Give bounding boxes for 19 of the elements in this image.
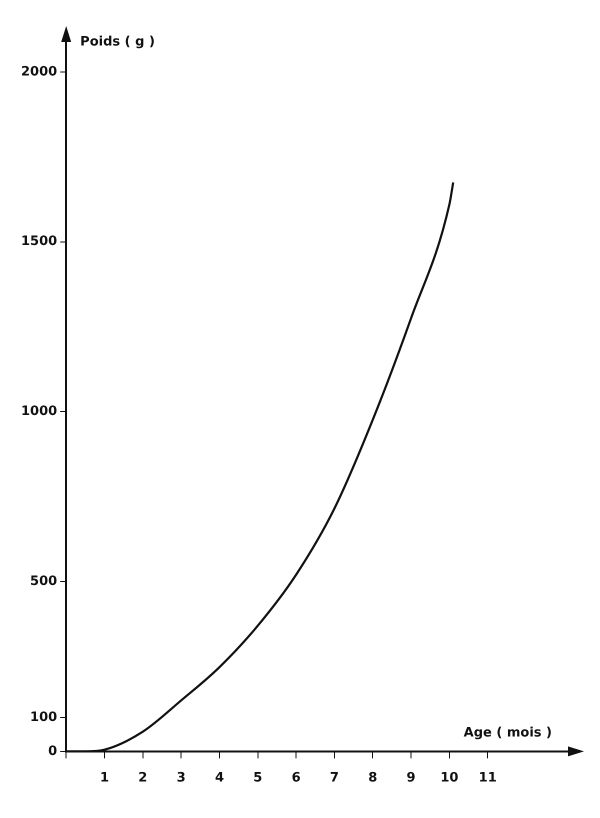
x-tick-label: 10 [440,770,458,786]
x-tick-label: 9 [406,770,416,786]
x-tick-label: 7 [330,770,339,786]
x-tick-label: 5 [253,770,262,786]
x-axis-title: Age ( mois ) [464,725,552,740]
x-tick-label: 11 [478,770,497,786]
y-tick-label: 2000 [20,64,58,80]
y-tick-label: 1000 [20,404,58,420]
y-tick-label: 500 [30,574,58,589]
y-tick-label: 1500 [20,234,58,250]
x-tick-label: 6 [292,770,301,786]
x-tick-label: 8 [368,770,378,786]
x-tick-label: 4 [214,770,224,786]
y-tick-label: 0 [48,744,58,759]
x-tick-label: 2 [138,770,148,786]
y-axis-title: Poids ( g ) [80,34,155,50]
x-tick-label: 3 [176,770,186,786]
y-tick-label: 100 [30,710,58,725]
x-tick-label: 1 [100,770,110,786]
